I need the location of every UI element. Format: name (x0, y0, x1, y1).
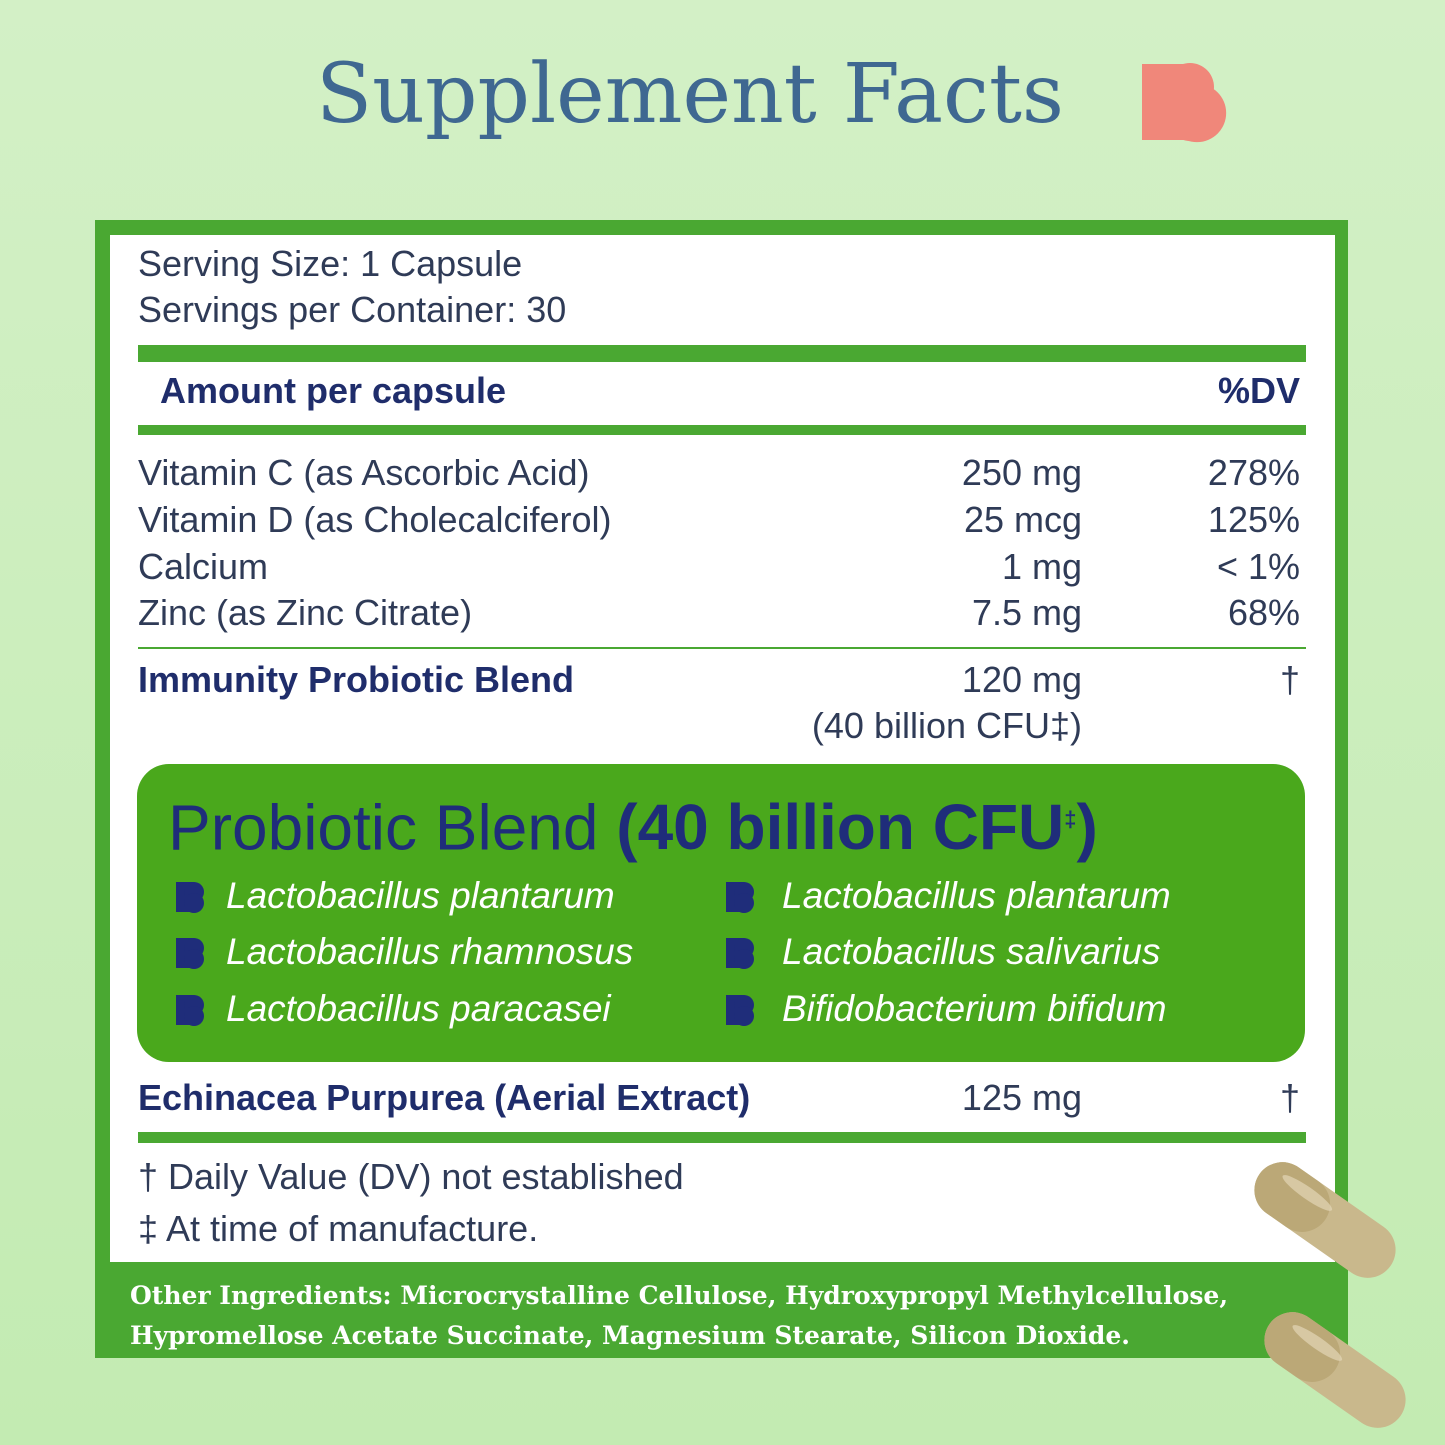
blend-cfu: (40 billion CFU‡) (811, 705, 1082, 746)
probiotic-count: (40 billion CFU‡) (616, 791, 1098, 863)
divider (138, 345, 1306, 362)
echinacea-dv: † (1279, 1077, 1300, 1118)
probiotic-close: ) (1076, 791, 1098, 864)
bullet-heart (726, 938, 754, 969)
nutrient-dv: 278% (1207, 452, 1300, 493)
amount-header: Amount per capsule (160, 370, 507, 411)
nutrient-name: Vitamin D (as Cholecalciferol) (138, 499, 612, 540)
divider (138, 647, 1306, 649)
nutrient-name: Vitamin C (as Ascorbic Acid) (138, 452, 590, 493)
strain: Bifidobacterium bifidum (782, 988, 1167, 1029)
strain: Lactobacillus rhamnosus (226, 931, 634, 972)
strain: Lactobacillus plantarum (782, 875, 1171, 916)
dv-header: %DV (1217, 370, 1300, 411)
strain: Lactobacillus paracasei (226, 988, 611, 1029)
bullet-heart (176, 995, 204, 1026)
divider (138, 425, 1306, 435)
probiotic-count-text: (40 billion CFU (616, 791, 1065, 864)
blend-dv: † (1279, 659, 1300, 700)
footnote: ‡ At time of manufacture. (138, 1208, 539, 1249)
nutrient-dv: 125% (1207, 499, 1300, 540)
other-ingredients-line: Hypromellose Acetate Succinate, Magnesiu… (130, 1321, 1130, 1350)
blend-name: Immunity Probiotic Blend (138, 659, 575, 700)
nutrient-dv: < 1% (1216, 546, 1300, 587)
strain: Lactobacillus plantarum (226, 875, 615, 916)
probiotic-name: Probiotic Blend (168, 791, 599, 864)
nutrient-dv: 68% (1227, 592, 1300, 633)
probiotic-box (137, 764, 1305, 1062)
strain: Lactobacillus salivarius (782, 931, 1161, 972)
probiotic-title: Probiotic Blend (40 billion CFU‡) (168, 782, 1098, 865)
bullet-heart (726, 882, 754, 913)
nutrient-amount: 25 mcg (963, 499, 1082, 540)
bullet-heart (176, 882, 204, 913)
title-heart (1142, 63, 1227, 143)
divider (138, 1132, 1306, 1143)
card-body (110, 235, 1335, 1262)
nutrient-amount: 7.5 mg (971, 592, 1082, 633)
nutrient-name: Calcium (138, 546, 269, 587)
nutrient-amount: 1 mg (1001, 546, 1082, 587)
other-ingredients-line: Other Ingredients: Microcrystalline Cell… (130, 1281, 1229, 1310)
nutrient-amount: 250 mg (961, 452, 1082, 493)
bullet-heart (176, 938, 204, 969)
serving-size: Serving Size: 1 Capsule (138, 243, 523, 284)
probiotic-mark: ‡ (1064, 807, 1077, 832)
echinacea-amount: 125 mg (961, 1077, 1082, 1118)
blend-amount: 120 mg (961, 659, 1082, 700)
footnote: † Daily Value (DV) not established (138, 1156, 684, 1197)
echinacea-name: Echinacea Purpurea (Aerial Extract) (138, 1077, 751, 1118)
servings-per-container: Servings per Container: 30 (138, 289, 567, 330)
nutrient-name: Zinc (as Zinc Citrate) (138, 592, 473, 633)
other-ingredients: Other Ingredients: Microcrystalline Cell… (130, 1276, 1228, 1356)
bullet-heart (726, 995, 754, 1026)
capsules (1254, 1162, 1406, 1428)
title: Supplement Facts (315, 47, 1064, 142)
